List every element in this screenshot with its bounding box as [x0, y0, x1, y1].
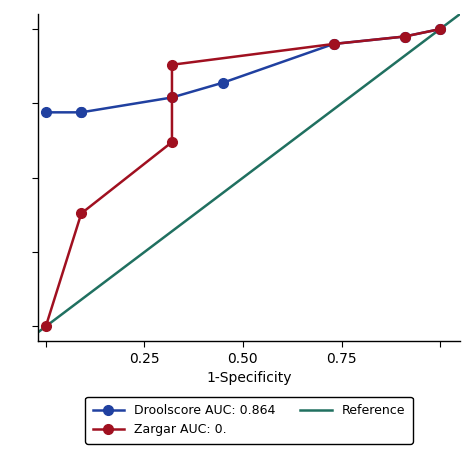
Legend: Droolscore AUC: 0.864, Zargar AUC: 0., Reference: Droolscore AUC: 0.864, Zargar AUC: 0., R… — [85, 397, 412, 444]
X-axis label: 1-Specificity: 1-Specificity — [206, 371, 292, 385]
